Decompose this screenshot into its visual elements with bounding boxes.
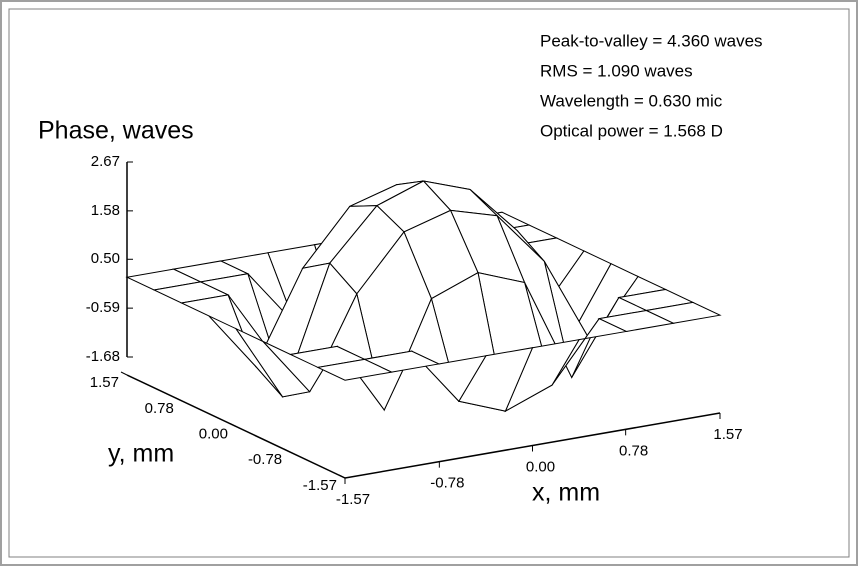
y-tick-label: -0.78 — [248, 451, 282, 468]
y-tick — [175, 397, 183, 402]
z-tick-label: 2.67 — [91, 153, 120, 170]
x-axis-label: x, mm — [532, 479, 600, 507]
annotation: Peak-to-valley = 4.360 waves — [540, 31, 763, 50]
z-tick-label: -0.59 — [86, 299, 120, 316]
y-tick — [229, 423, 237, 427]
x-tick-label: -0.78 — [430, 475, 464, 492]
y-tick-label: 0.00 — [199, 425, 228, 442]
y-axis-label: y, mm — [108, 440, 174, 468]
z-tick-label: 0.50 — [91, 250, 120, 267]
x-tick-label: -1.57 — [336, 491, 370, 508]
y-tick-label: -1.57 — [303, 477, 337, 494]
z-axis-label: Phase, waves — [38, 117, 194, 145]
annotation: RMS = 1.090 waves — [540, 61, 693, 80]
y-tick-label: 1.57 — [90, 374, 119, 391]
surface-cell — [316, 358, 394, 381]
x-tick-label: 1.57 — [713, 426, 742, 443]
y-tick — [120, 371, 128, 376]
x-tick-label: 0.78 — [619, 442, 648, 459]
z-tick-label: -1.68 — [86, 348, 120, 365]
z-tick-label: 1.58 — [91, 202, 120, 219]
y-tick-label: 0.78 — [145, 400, 174, 417]
y-tick — [283, 448, 291, 453]
annotation: Optical power = 1.568 D — [540, 121, 723, 140]
y-tick — [338, 474, 346, 479]
x-tick-label: 0.00 — [526, 458, 555, 475]
annotation: Wavelength = 0.630 mic — [540, 91, 723, 110]
